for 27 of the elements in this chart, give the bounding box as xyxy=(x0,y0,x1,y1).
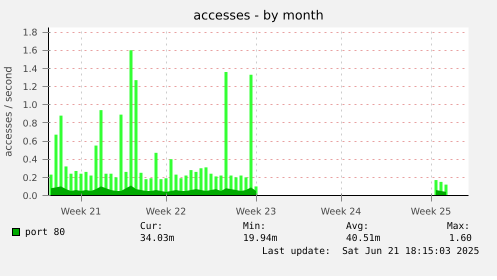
text: 19.94m xyxy=(243,232,278,246)
text: Cur: xyxy=(140,220,163,234)
chart-title: accesses - by month xyxy=(193,8,324,22)
x-tick-label: Week 24 xyxy=(320,206,362,218)
y-tick-label: 1.8 xyxy=(22,28,38,39)
y-tick-label: 0.6 xyxy=(22,136,38,148)
x-tick-label: Week 25 xyxy=(410,206,452,218)
text: Max: xyxy=(447,220,470,234)
x-tick-label: Week 21 xyxy=(60,206,102,218)
text: 1.60 xyxy=(449,232,472,246)
y-tick-label: 0.2 xyxy=(22,172,38,184)
text: Avg: xyxy=(346,220,369,234)
legend-label: port 80 xyxy=(24,226,66,240)
y-axis-title: accesses / second xyxy=(4,66,15,157)
y-tick-label: 1.0 xyxy=(22,100,38,112)
text: 34.03m xyxy=(140,232,174,246)
y-tick-label: 1.4 xyxy=(22,64,38,75)
y-tick-label: 1.2 xyxy=(22,82,38,94)
text: Last update: Sat Jun 21 18:15:03 2025 xyxy=(262,245,480,259)
x-tick-label: Week 22 xyxy=(146,206,186,218)
y-tick-label: 0.8 xyxy=(22,118,38,130)
x-tick-label: Week 23 xyxy=(236,206,276,218)
y-tick-label: 0.0 xyxy=(22,191,38,202)
text: 40.51m xyxy=(346,232,380,246)
y-tick-label: 1.6 xyxy=(22,46,38,57)
y-tick-label: 0.4 xyxy=(22,154,38,166)
text: Min: xyxy=(243,220,266,234)
